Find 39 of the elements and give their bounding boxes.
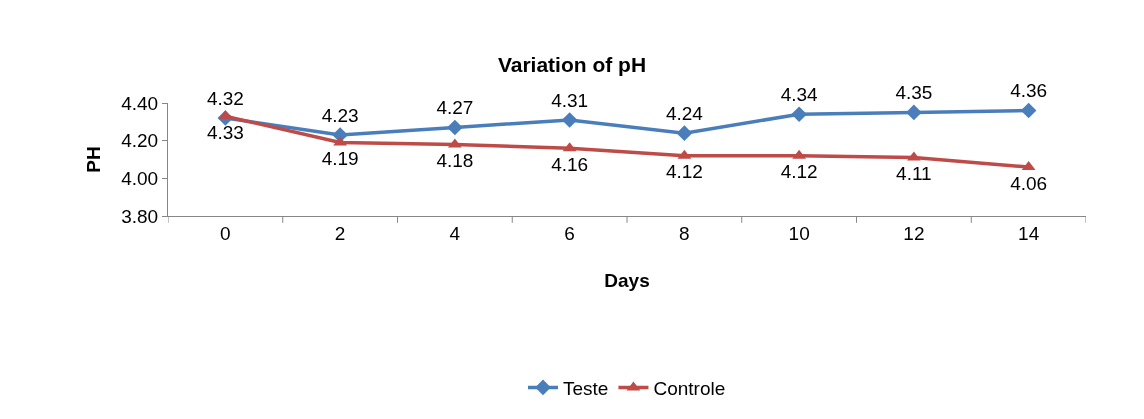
legend-label: Controle xyxy=(653,377,726,399)
x-tick-label: 4 xyxy=(449,222,461,244)
x-tick-label: 12 xyxy=(903,222,925,244)
data-label: 4.33 xyxy=(206,121,244,143)
point xyxy=(906,104,922,121)
data-label: 4.16 xyxy=(551,153,589,175)
y-tick-label: 4.40 xyxy=(121,92,159,114)
x-tick-label: 2 xyxy=(334,222,346,244)
data-label: 4.12 xyxy=(780,161,818,183)
x-axis-title: Days xyxy=(604,269,650,291)
legend-label: Teste xyxy=(563,377,609,399)
data-label: 4.32 xyxy=(206,87,244,109)
y-tick-label: 4.20 xyxy=(121,130,159,152)
data-label: 4.35 xyxy=(895,82,933,104)
y-tick-label: 4.00 xyxy=(121,167,159,189)
data-label: 4.24 xyxy=(665,102,704,124)
point xyxy=(1020,102,1037,119)
x-tick-label: 8 xyxy=(679,222,690,244)
point xyxy=(791,106,807,123)
data-label: 4.23 xyxy=(321,104,359,126)
point xyxy=(561,112,578,128)
data-label: 4.19 xyxy=(321,148,359,170)
data-label: 4.18 xyxy=(436,150,474,172)
data-label: 4.34 xyxy=(780,84,819,106)
x-tick-label: 0 xyxy=(220,222,231,244)
chart-title: Variation of pH xyxy=(497,53,647,77)
point xyxy=(676,125,693,141)
x-tick-label: 6 xyxy=(564,222,575,244)
y-axis-title: PH xyxy=(83,146,105,173)
point xyxy=(447,119,463,136)
data-label: 4.36 xyxy=(1010,80,1048,102)
data-label: 4.27 xyxy=(436,97,474,119)
data-label: 4.31 xyxy=(551,89,589,111)
x-tick-label: 14 xyxy=(1018,222,1040,244)
y-tick-label: 3.80 xyxy=(121,205,159,227)
x-tick-label: 10 xyxy=(788,222,810,244)
data-label: 4.12 xyxy=(665,161,703,183)
data-label: 4.06 xyxy=(1010,172,1048,194)
data-label: 4.11 xyxy=(896,163,932,185)
